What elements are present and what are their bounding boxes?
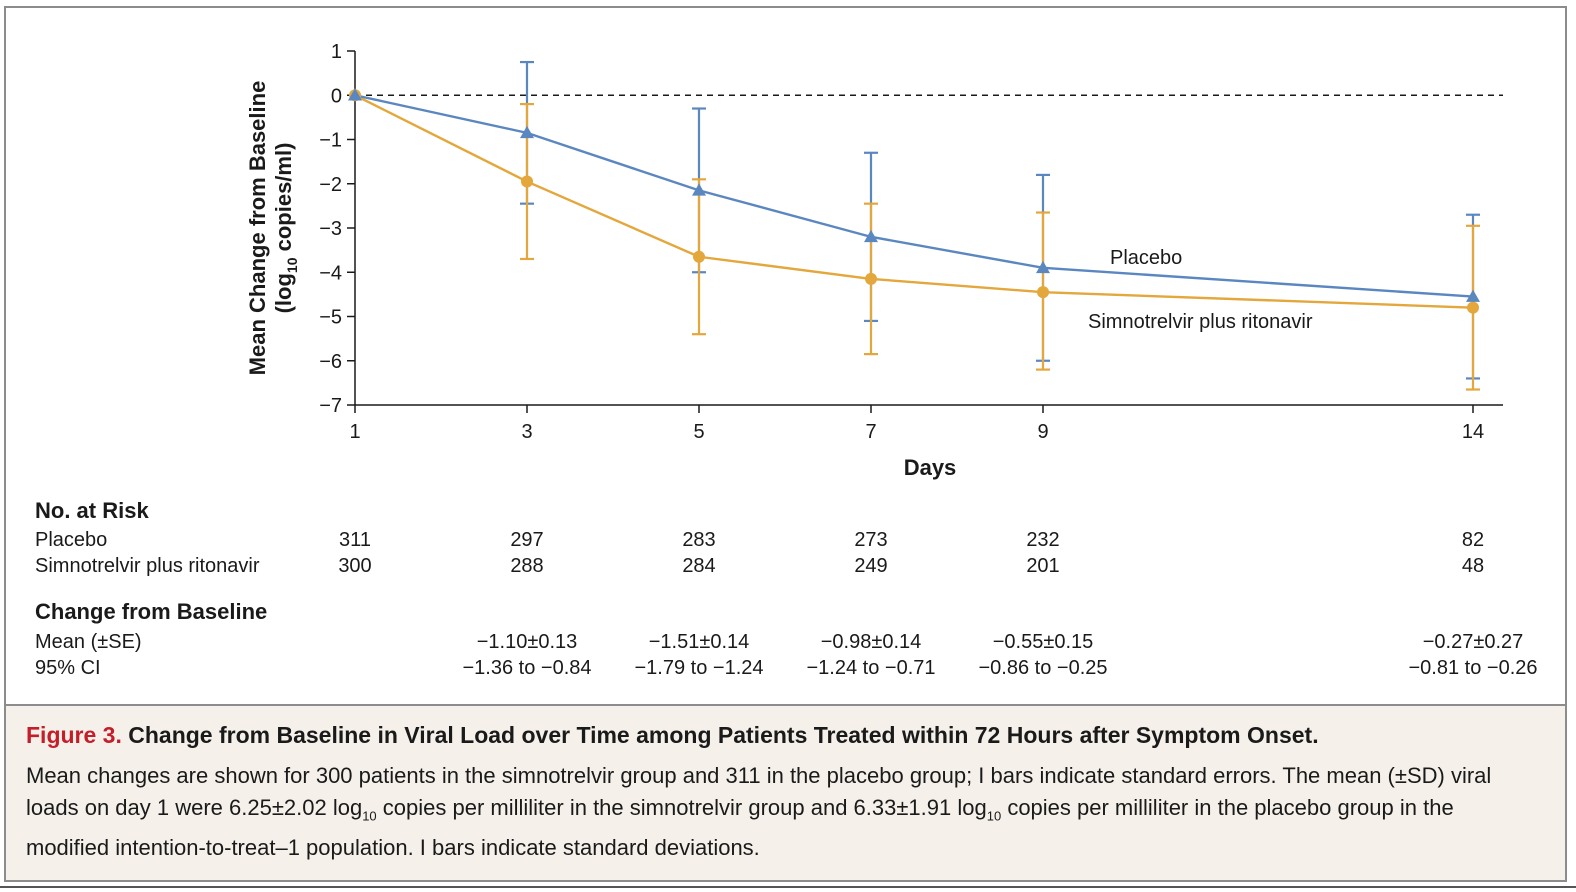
data-point-placebo xyxy=(1466,289,1480,302)
data-point-simnotrelvir xyxy=(1467,301,1479,314)
data-point-simnotrelvir xyxy=(1037,286,1049,299)
data-point-placebo xyxy=(348,88,362,101)
x-tick-label: 3 xyxy=(521,421,532,443)
y-tick-label: −4 xyxy=(319,262,342,284)
series-label-placebo: Placebo xyxy=(1110,247,1182,269)
change-row-label-ci: 95% CI xyxy=(35,657,101,679)
change-cell: −0.27±0.27 xyxy=(1422,631,1524,653)
figure-caption: Figure 3. Change from Baseline in Viral … xyxy=(6,704,1565,880)
risk-cell: 48 xyxy=(1461,555,1485,577)
x-tick-label: 5 xyxy=(693,421,704,443)
caption-figure-label: Figure 3. xyxy=(26,722,122,748)
caption-body: Mean changes are shown for 300 patients … xyxy=(26,763,1492,861)
change-cell: −0.81 to −0.26 xyxy=(1408,657,1538,679)
y-axis-label-line1: Mean Change from Baseline xyxy=(245,81,270,376)
change-cell: −0.98±0.14 xyxy=(820,631,922,653)
risk-cell: 201 xyxy=(1026,555,1060,577)
data-point-placebo xyxy=(1036,260,1050,274)
risk-cell: 249 xyxy=(854,555,888,577)
risk-table-title: No. at Risk xyxy=(35,498,149,523)
y-tick-label: 1 xyxy=(331,41,342,63)
risk-cell: 311 xyxy=(339,529,371,551)
y-tick-label: −7 xyxy=(319,395,342,417)
risk-cell: 297 xyxy=(510,529,544,551)
series-label-simnotrelvir: Simnotrelvir plus ritonavir xyxy=(1088,311,1313,333)
y-axis-label: Mean Change from Baseline xyxy=(245,81,270,376)
data-point-simnotrelvir xyxy=(521,175,533,188)
y-tick-label: −5 xyxy=(319,307,342,329)
change-cell: −1.79 to −1.24 xyxy=(634,657,764,679)
risk-cell: 232 xyxy=(1026,529,1060,551)
caption-heading: Change from Baseline in Viral Load over … xyxy=(121,722,1319,748)
y-tick-label: −3 xyxy=(319,218,342,240)
change-table-title: Change from Baseline xyxy=(35,599,268,624)
change-cell: −0.55±0.15 xyxy=(992,631,1094,653)
change-cell: −1.24 to −0.71 xyxy=(806,657,936,679)
y-axis-label-units: (log10 copies/ml) xyxy=(271,143,300,314)
risk-cell: 283 xyxy=(682,529,716,551)
figure-frame xyxy=(4,6,1567,882)
data-point-placebo xyxy=(864,229,878,243)
x-tick-label: 7 xyxy=(865,421,876,443)
x-tick-label: 14 xyxy=(1462,421,1484,443)
change-cell: −1.10±0.13 xyxy=(476,631,578,653)
change-row-label-mean: Mean (±SE) xyxy=(35,631,142,653)
data-point-simnotrelvir xyxy=(693,250,705,263)
x-tick-label: 9 xyxy=(1037,421,1048,443)
change-cell: −1.36 to −0.84 xyxy=(462,657,592,679)
change-cell: −0.86 to −0.25 xyxy=(978,657,1108,679)
series-line-simnotrelvir xyxy=(354,94,1474,309)
series-line-placebo xyxy=(354,94,1474,298)
risk-cell: 273 xyxy=(854,529,888,551)
data-point-simnotrelvir xyxy=(865,272,877,285)
risk-cell: 288 xyxy=(510,555,544,577)
risk-row-label-simnotrelvir: Simnotrelvir plus ritonavir xyxy=(35,555,260,577)
x-axis-label: Days xyxy=(904,455,957,480)
risk-row-label-placebo: Placebo xyxy=(35,529,108,551)
caption-title: Figure 3. Change from Baseline in Viral … xyxy=(26,722,1319,749)
change-cell: −1.51±0.14 xyxy=(648,631,750,653)
line-chart: 1 0 −1 −2 −3 −4 −5 −6 −7 1 3 5 7 9 14 Placebo Simnotrelv… xyxy=(245,41,1503,480)
y-tick-label: 0 xyxy=(331,85,342,107)
data-point-placebo xyxy=(520,125,534,139)
bottom-rule xyxy=(0,886,1576,888)
risk-cell: 82 xyxy=(1461,529,1485,551)
x-tick-label: 1 xyxy=(349,421,360,443)
y-tick-label: −1 xyxy=(319,130,342,152)
y-tick-label: −2 xyxy=(319,174,342,196)
data-point-placebo xyxy=(692,183,706,196)
risk-cell: 300 xyxy=(338,555,372,577)
y-tick-label: −6 xyxy=(319,351,342,373)
risk-cell: 284 xyxy=(682,555,716,577)
